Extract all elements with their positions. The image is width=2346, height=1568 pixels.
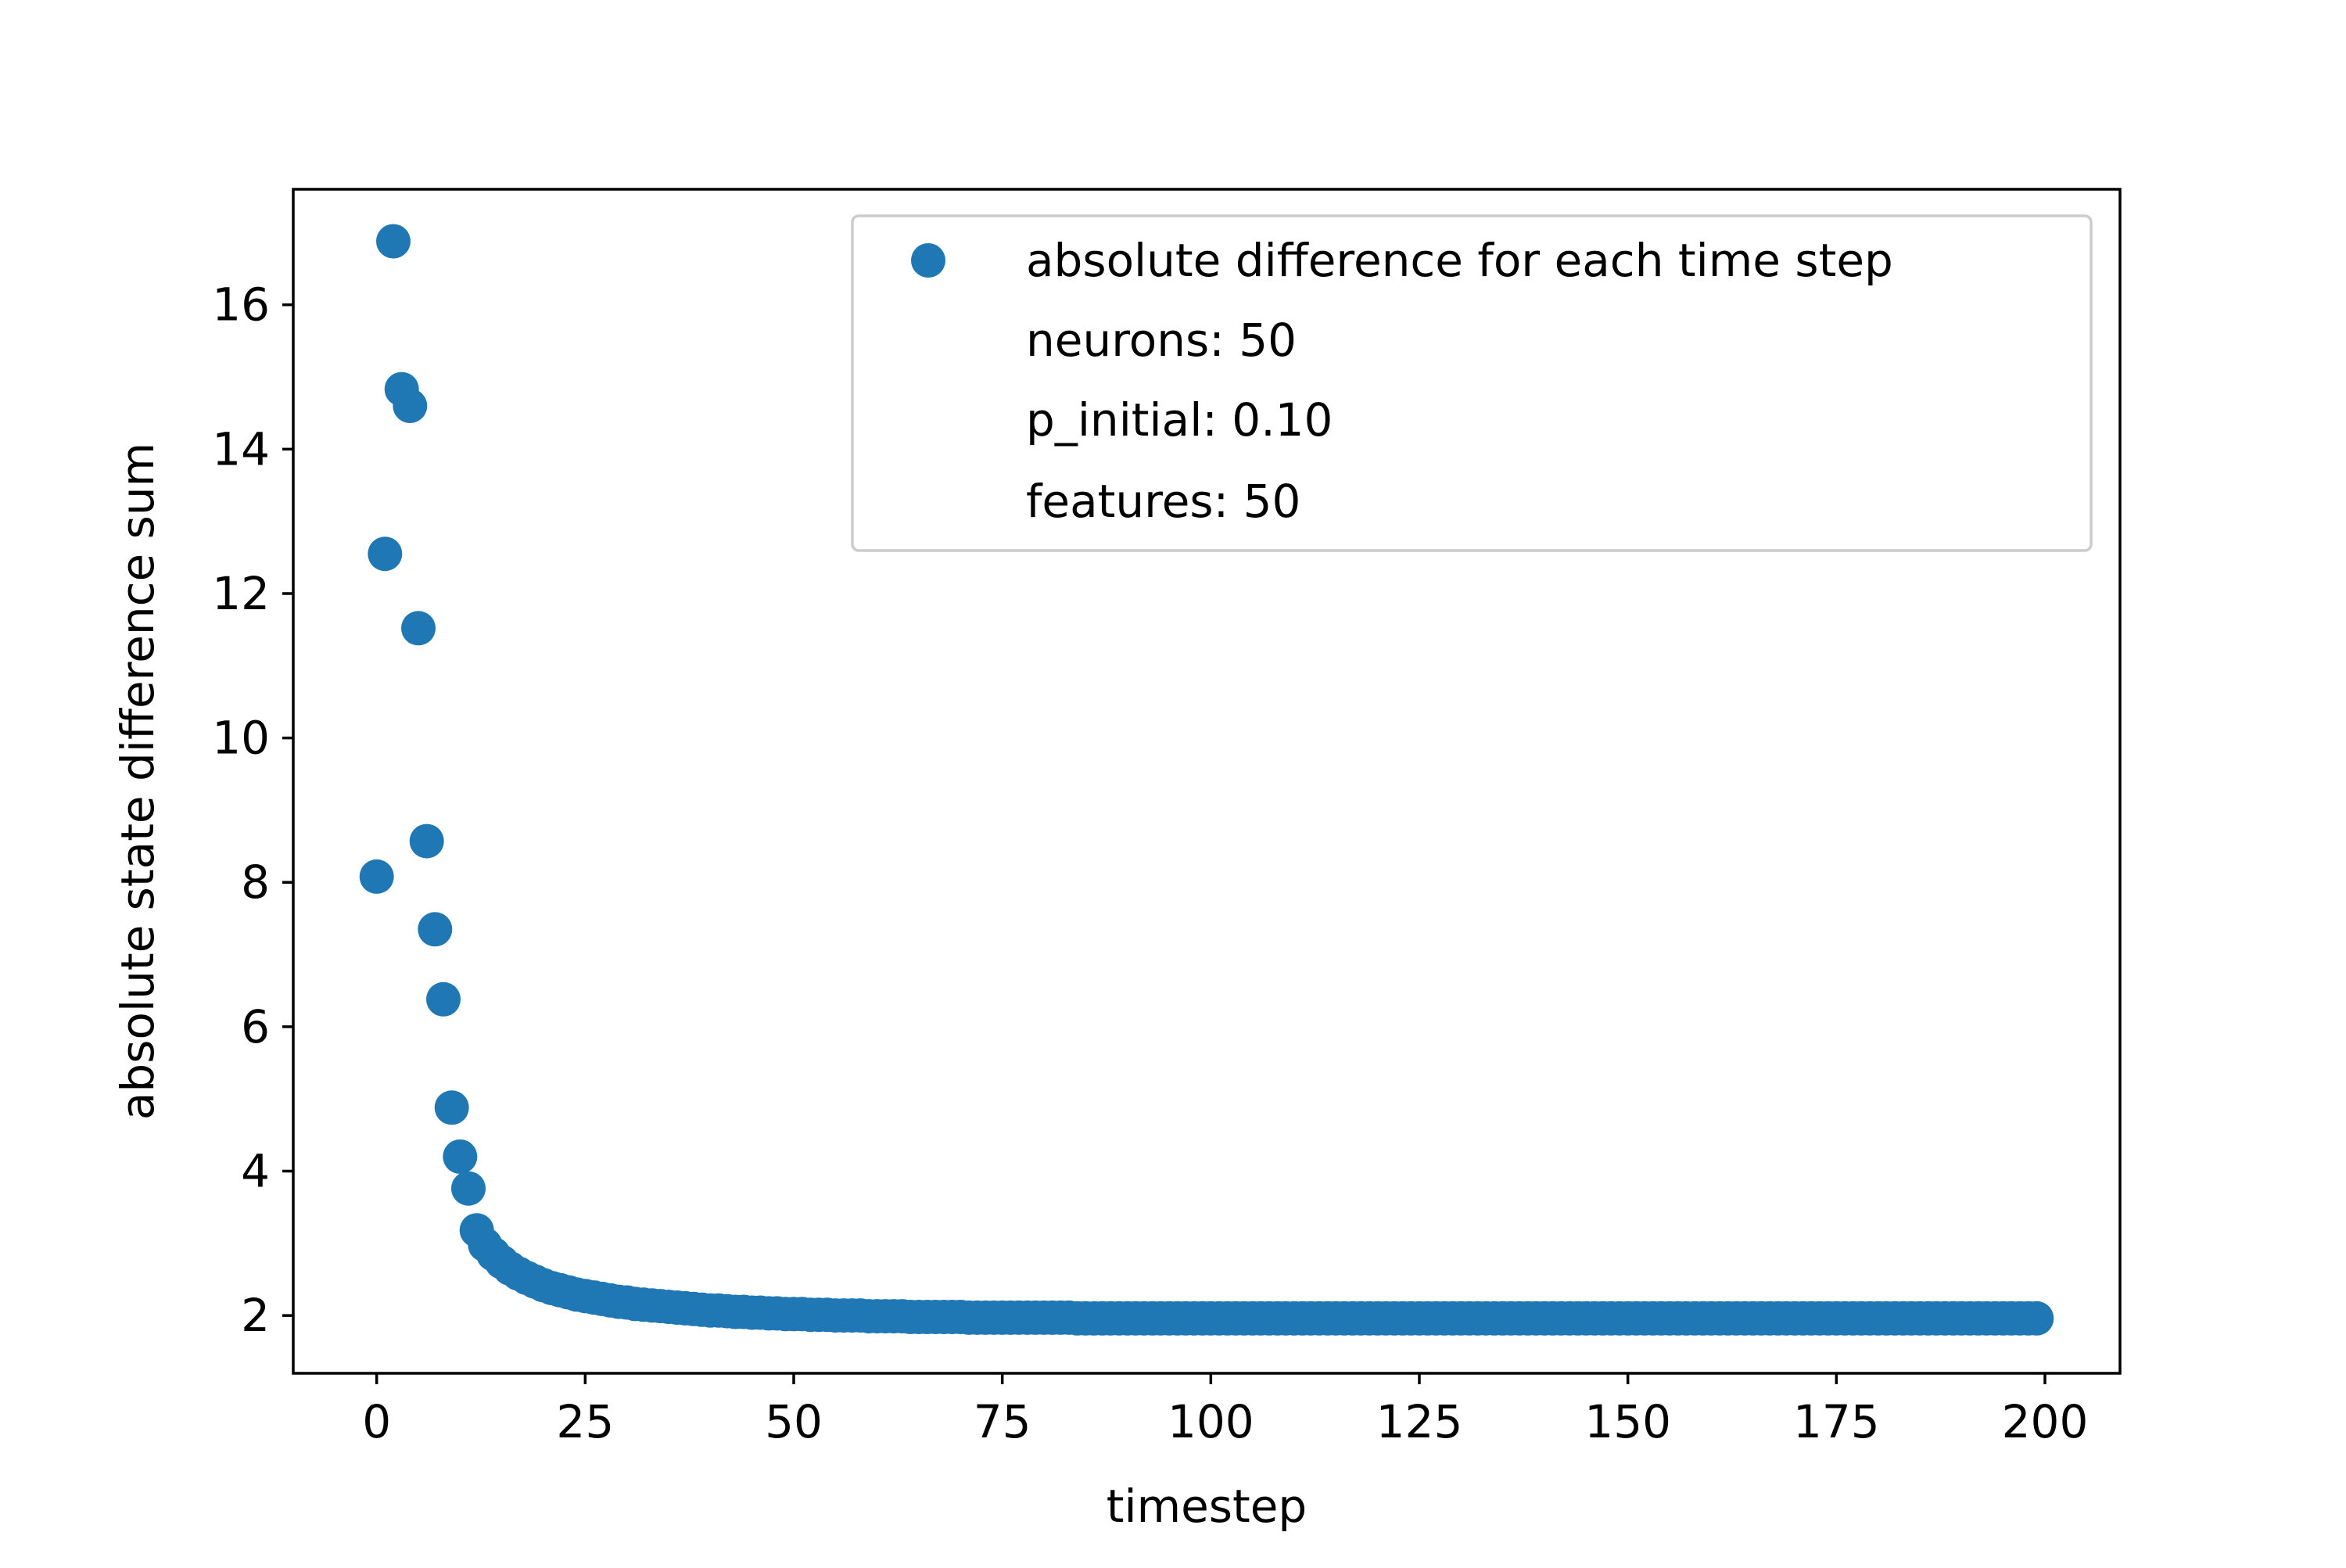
data-point: [426, 981, 461, 1017]
data-point: [451, 1171, 486, 1206]
y-tick-label: 16: [212, 278, 270, 332]
data-point: [418, 912, 453, 947]
data-point: [359, 859, 394, 894]
legend-marker: [911, 243, 945, 278]
y-tick-label: 14: [212, 422, 270, 475]
y-tick-label: 4: [241, 1145, 270, 1198]
legend-entry: neurons: 50: [1026, 314, 1297, 367]
axes-frame: [292, 188, 2122, 1375]
legend: absolute difference for each time step n…: [851, 214, 2093, 552]
legend-entry: features: 50: [1026, 475, 1300, 528]
y-axis-label: absolute state difference sum: [111, 443, 164, 1120]
data-point: [443, 1139, 478, 1174]
y-tick-label: 8: [241, 856, 270, 909]
legend-box: [851, 214, 2093, 552]
y-tick-label: 10: [212, 712, 270, 765]
x-tick-label: 50: [765, 1395, 823, 1448]
x-tick-label: 200: [2002, 1395, 2089, 1448]
data-point: [393, 389, 428, 423]
data-point: [2019, 1301, 2054, 1336]
data-point: [368, 536, 403, 572]
data-point: [409, 823, 444, 859]
data-points: [359, 224, 2054, 1336]
x-tick-label: 125: [1376, 1395, 1463, 1448]
x-tick-label: 75: [974, 1395, 1031, 1448]
x-tick-label: 175: [1793, 1395, 1880, 1448]
y-axis-ticks: 2 4 6 8 10 12 14 16: [212, 278, 293, 1342]
legend-entry: absolute difference for each time step: [1026, 234, 1893, 287]
x-tick-label: 100: [1168, 1395, 1254, 1448]
data-point: [376, 224, 411, 259]
legend-entry: p_initial: 0.10: [1026, 393, 1333, 447]
x-tick-label: 0: [362, 1395, 391, 1448]
data-point: [401, 611, 436, 646]
x-axis-ticks: 0 25 50 75 100 125 150 175 200: [362, 1373, 2088, 1448]
x-tick-label: 150: [1584, 1395, 1671, 1448]
y-tick-label: 2: [241, 1289, 270, 1342]
y-tick-label: 12: [212, 567, 270, 620]
y-tick-label: 6: [241, 1000, 270, 1053]
data-point: [434, 1090, 469, 1125]
x-axis-label: timestep: [1107, 1480, 1308, 1533]
x-tick-label: 25: [556, 1395, 614, 1448]
